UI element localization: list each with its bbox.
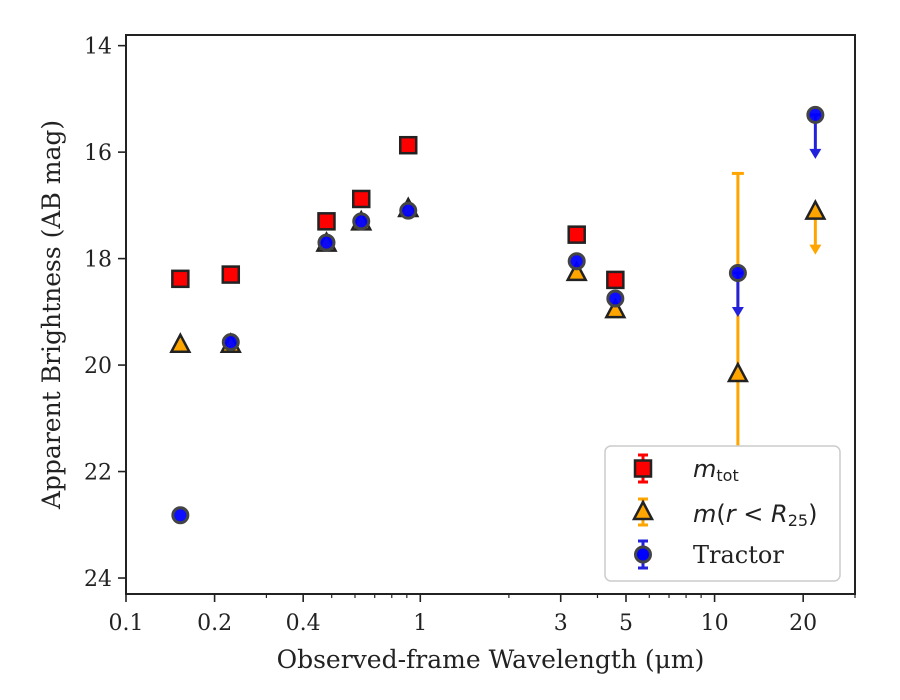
tractor-point <box>221 333 240 352</box>
y-axis-label: Apparent Brightness (AB mag) <box>37 120 66 510</box>
tractor-point <box>606 289 625 308</box>
x-tick-label: 0.1 <box>109 611 144 636</box>
m-tot-point <box>171 269 190 289</box>
series-square-markers <box>171 135 625 290</box>
legend-item-tractor: Tractor <box>634 539 784 570</box>
y-tick-label: 18 <box>84 248 112 273</box>
tractor-point <box>567 252 586 271</box>
x-axis-label: Observed-frame Wavelength (μm) <box>277 645 705 674</box>
m-r-r25-point <box>565 260 588 282</box>
tractor-point <box>317 233 336 252</box>
y-tick-label: 22 <box>84 461 112 486</box>
upper-limit-arrow <box>809 148 822 159</box>
legend-box <box>604 445 841 582</box>
x-tick-label: 3 <box>554 611 568 636</box>
x-tick-label: 0.4 <box>286 611 321 636</box>
m-tot-point <box>317 212 336 231</box>
legend-mtot-label: mtot <box>693 455 739 485</box>
legend-tractor-marker <box>634 545 652 564</box>
y-tick-label: 20 <box>84 354 112 379</box>
legend-item-m-tot: mtot <box>633 453 739 485</box>
legend-mtot-marker <box>633 459 653 478</box>
x-tick-label: 1 <box>413 611 427 636</box>
legend: mtot m(r < R25) Tractor <box>604 445 841 582</box>
y-tick-label: 24 <box>84 567 112 592</box>
tractor-point <box>806 105 825 124</box>
m-r-r25-point <box>804 199 827 220</box>
m-r-r25-point <box>726 361 749 383</box>
tractor-point <box>352 212 371 231</box>
upper-limit-arrow <box>731 306 744 317</box>
m-r-r25-point <box>169 332 192 354</box>
m-tot-point <box>351 189 371 209</box>
x-tick-label: 0.2 <box>197 611 232 636</box>
tractor-point <box>399 201 418 220</box>
x-axis: 0.1 0.2 0.4 1 3 5 10 20 <box>109 594 856 636</box>
x-tick-label: 20 <box>789 611 817 636</box>
legend-mr-label: m(r < R25) <box>693 500 817 530</box>
upper-limit-arrow <box>809 244 822 255</box>
m-tot-point <box>606 270 625 290</box>
m-r-r25-point <box>604 297 627 319</box>
m-tot-point <box>398 135 418 155</box>
series-circle-markers <box>171 105 825 525</box>
y-axis: 14 16 18 20 22 24 <box>84 35 126 592</box>
legend-mr-marker <box>631 499 655 521</box>
legend-item-m-r-r25: m(r < R25) <box>631 497 817 530</box>
x-tick-label: 5 <box>619 611 633 636</box>
x-tick-label: 10 <box>701 611 729 636</box>
legend-tractor-label: Tractor <box>693 541 784 569</box>
m-tot-point <box>567 225 586 244</box>
m-tot-point <box>221 265 241 284</box>
y-tick-label: 14 <box>84 35 112 60</box>
y-tick-label: 16 <box>84 141 112 166</box>
tractor-point <box>728 263 747 282</box>
tractor-point <box>171 506 190 525</box>
series-layer <box>169 105 827 580</box>
